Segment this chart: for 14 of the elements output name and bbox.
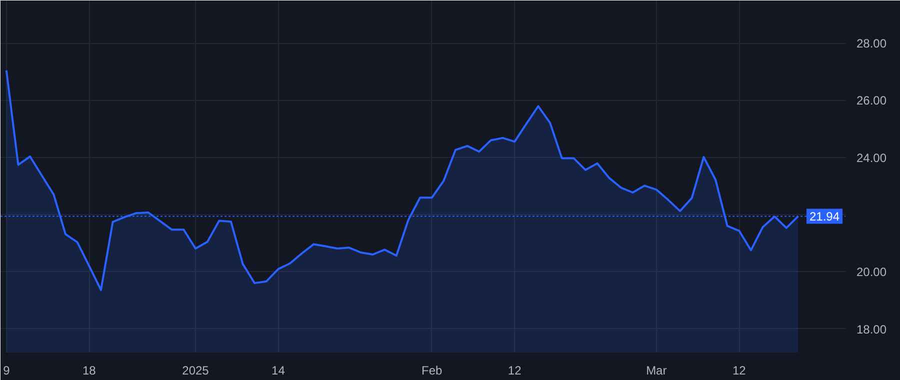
x-tick-label: 14 [272,364,286,378]
y-tick-label: 18.00 [856,322,887,336]
x-tick-label: Feb [422,364,443,378]
y-tick-label: 28.00 [856,36,887,51]
x-tick-label: 18 [82,364,96,378]
x-tick-label: Mar [646,364,667,378]
x-tick-label: 9 [3,364,10,378]
ref-line-label: 21.94 [810,210,840,224]
y-tick-label: 20.00 [856,265,887,280]
y-tick-label: 26.00 [856,94,887,108]
x-tick-label: 12 [508,364,522,378]
x-tick-label: 2025 [182,364,210,378]
y-tick-label: 24.00 [856,150,887,165]
x-tick-label: 12 [732,364,746,378]
